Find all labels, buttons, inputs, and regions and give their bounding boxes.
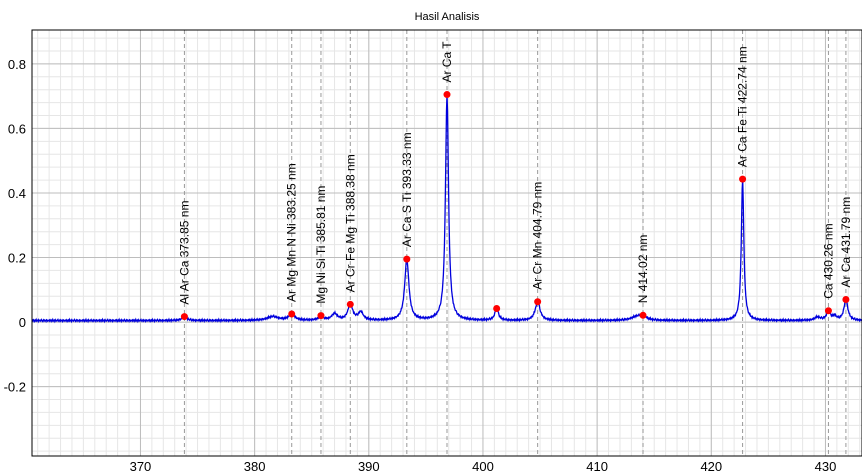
x-tick-label: 370 — [130, 459, 152, 474]
x-tick-label: 420 — [700, 459, 722, 474]
x-tick-label: 390 — [358, 459, 380, 474]
y-tick-label: 0.2 — [8, 251, 26, 266]
peak-label: Ar Ca 431.79 nm — [839, 197, 853, 288]
y-tick-label: 0.8 — [8, 57, 26, 72]
peak-label: Al Ar Ca 373.85 nm — [177, 201, 191, 305]
peak-guide-lines — [183, 30, 847, 456]
peak-label: Ca 430.26 nm — [821, 223, 835, 298]
peak-label: Ar Ca S Ti 393.33 nm — [400, 132, 414, 247]
peak-marker — [180, 313, 188, 321]
peak-marker — [824, 307, 832, 315]
peak-label: Ar Mg Mn N Ni 383.25 nm — [285, 163, 299, 302]
peak-label: N 414.02 nm — [636, 235, 650, 304]
peak-marker — [403, 255, 411, 263]
peak-marker — [493, 305, 501, 313]
chart-title: Hasil Analisis — [415, 11, 480, 23]
x-axis-ticks: 370 380 390 400 410 420 430 — [130, 459, 837, 474]
peak-marker — [739, 175, 747, 183]
peak-marker — [443, 91, 451, 99]
peak-marker — [288, 310, 296, 318]
peak-marker — [346, 300, 354, 308]
x-tick-label: 380 — [244, 459, 266, 474]
peak-label: Ar Cr Fe Mg Ti 388.38 nm — [343, 154, 357, 292]
peak-markers — [180, 91, 850, 321]
peak-marker — [842, 295, 850, 303]
plot-frame — [31, 29, 862, 457]
y-tick-label: 0.6 — [8, 121, 26, 136]
peak-marker — [534, 298, 542, 306]
x-tick-label: 400 — [472, 459, 494, 474]
y-axis-ticks: -0.2 0 0.2 0.4 0.6 0.8 — [4, 57, 26, 395]
peak-label: Ar Ca Fe Ti 422.74 nm — [736, 46, 750, 167]
peak-labels: Al Ar Ca 373.85 nm Ar Mg Mn N Ni 383.25 n… — [177, 41, 852, 305]
x-tick-label: 410 — [586, 459, 608, 474]
peak-marker — [317, 312, 325, 320]
peak-label: Mg Ni Si Ti 385.81 nm — [314, 186, 328, 304]
x-tick-label: 430 — [815, 459, 837, 474]
peak-marker — [639, 311, 647, 319]
y-tick-label: -0.2 — [4, 380, 26, 395]
y-tick-label: 0 — [19, 315, 26, 330]
y-tick-label: 0.4 — [8, 186, 26, 201]
peak-label: Ar Cr Mn 404.79 nm — [531, 182, 545, 290]
peak-label: Ar Ca T — [440, 41, 454, 83]
